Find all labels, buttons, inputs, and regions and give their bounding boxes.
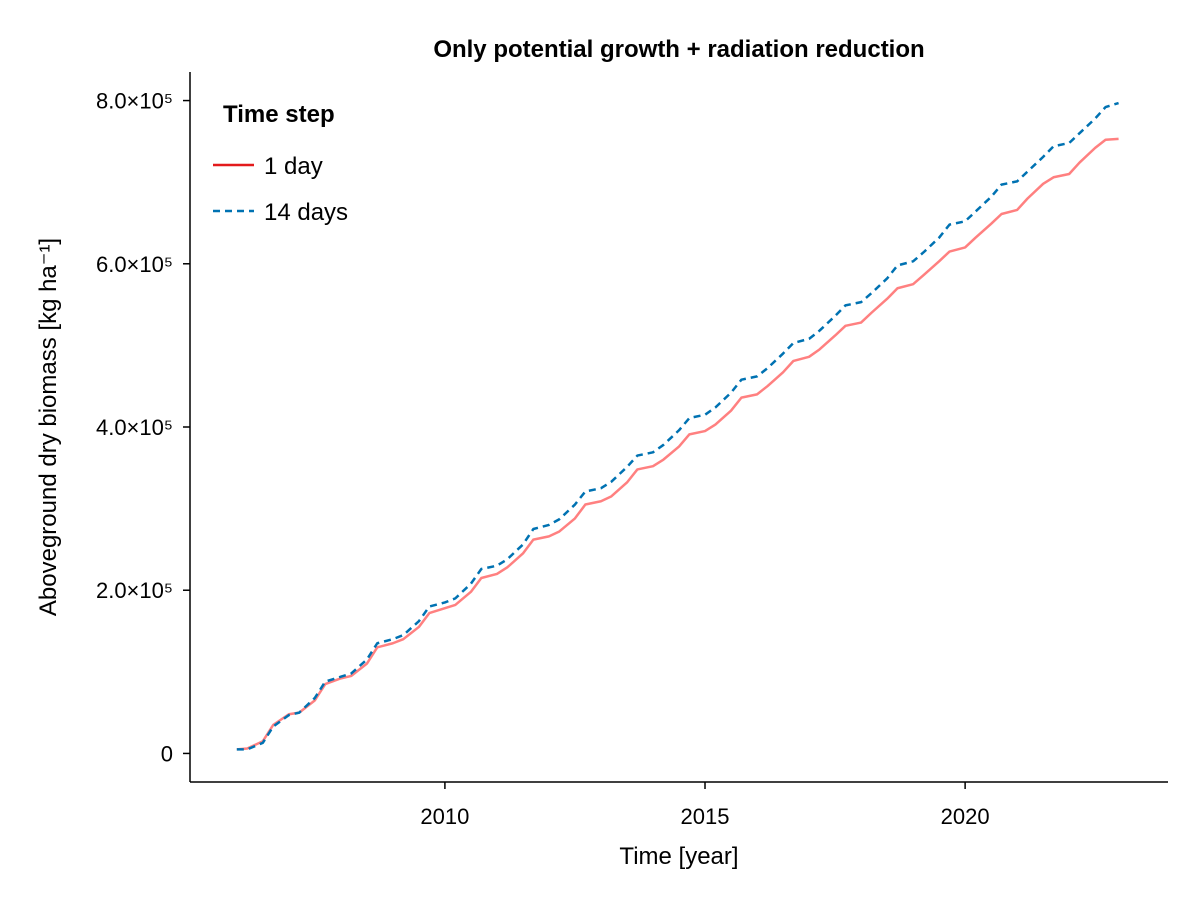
y-tick-label: 2.0×10⁵ <box>96 578 173 603</box>
legend-label-14-days: 14 days <box>264 199 348 226</box>
x-tick-label: 2010 <box>420 804 469 829</box>
y-tick-label: 0 <box>161 741 173 766</box>
legend-title: Time step <box>223 101 335 128</box>
y-tick-label: 4.0×10⁵ <box>96 415 173 440</box>
x-tick-label: 2020 <box>941 804 990 829</box>
series-line-14-days <box>236 101 1119 751</box>
y-tick-label: 6.0×10⁵ <box>96 252 173 277</box>
chart-title: Only potential growth + radiation reduct… <box>433 36 924 63</box>
x-ticks: 2010 2015 2020 <box>420 782 990 829</box>
legend-label-1-day: 1 day <box>264 153 323 180</box>
series-layer <box>236 101 1119 751</box>
series-line-1-day <box>236 137 1119 751</box>
y-ticks: 0 2.0×10⁵ 4.0×10⁵ 6.0×10⁵ 8.0×10⁵ <box>96 89 190 766</box>
legend: Time step 1 day 14 days <box>213 101 348 226</box>
y-axis-label: Aboveground dry biomass [kg ha⁻¹] <box>35 238 62 616</box>
x-axis-label: Time [year] <box>619 843 738 870</box>
x-tick-label: 2015 <box>681 804 730 829</box>
plot-area: 2010 2015 2020 0 2.0×10⁵ 4.0×10⁵ 6.0×10⁵ 8.0×1… <box>96 72 1168 829</box>
y-tick-label: 8.0×10⁵ <box>96 89 173 114</box>
